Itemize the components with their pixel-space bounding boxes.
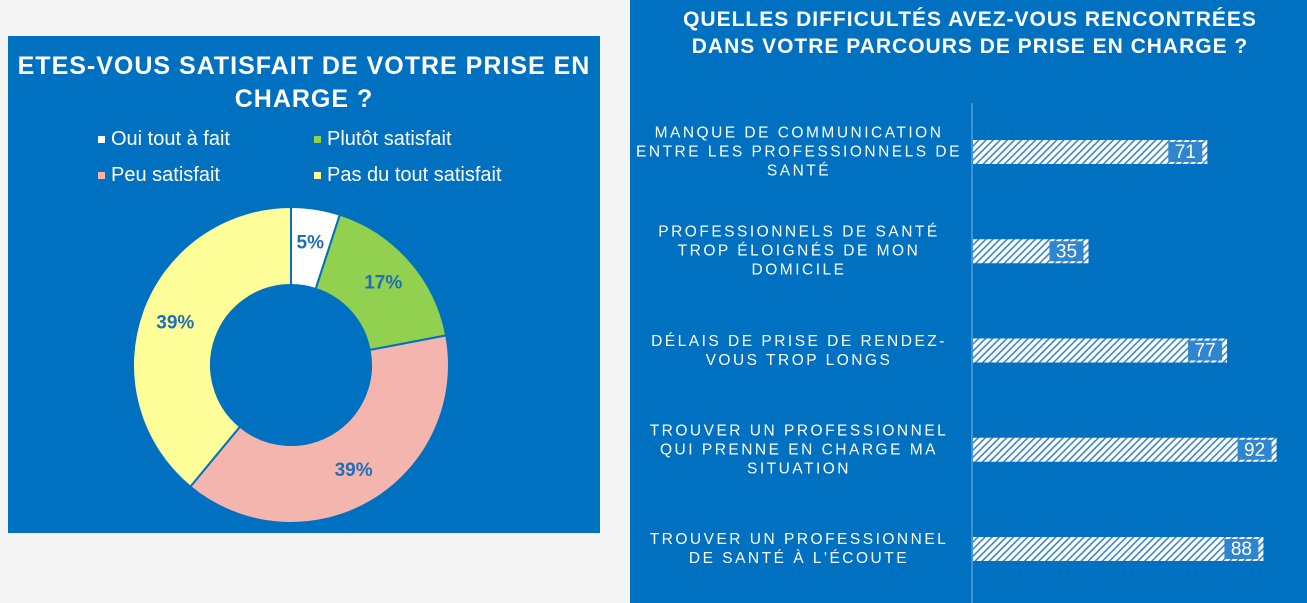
legend-swatch — [98, 172, 105, 180]
donut-slice — [188, 334, 450, 524]
bar — [973, 437, 1277, 462]
value-label: 71 — [1175, 142, 1196, 163]
category-label: TROUVER UN PROFESSIONNEL DE SANTÉ À L'ÉC… — [649, 531, 949, 567]
category-label: TROUVER UN PROFESSIONNEL QUI PRENNE EN C… — [649, 422, 949, 478]
category-label: DÉLAIS DE PRISE DE RENDEZ-VOUS TROP LONG… — [651, 332, 947, 369]
donut-slice — [314, 213, 448, 352]
value-label-box — [1168, 142, 1203, 162]
legend-swatch — [314, 136, 321, 144]
bar — [973, 338, 1228, 363]
data-label: 39% — [156, 312, 194, 333]
bar — [973, 537, 1264, 561]
value-label: 92 — [1244, 440, 1265, 461]
value-label-box — [1188, 340, 1223, 361]
value-label-box — [1237, 439, 1272, 460]
value-label: 88 — [1231, 539, 1252, 560]
value-label: 35 — [1056, 241, 1077, 262]
value-label-box — [1224, 539, 1259, 559]
legend-label: Plutôt satisfait — [327, 128, 452, 150]
category-label: MANQUE DE COMMUNICATION ENTRE LES PROFES… — [636, 124, 962, 180]
data-label: 39% — [335, 460, 373, 481]
data-label: 5% — [297, 233, 325, 254]
legend-item: Pas du tout satisfait — [314, 164, 502, 187]
data-label: 17% — [364, 273, 402, 294]
legend-label: Peu satisfait — [111, 164, 220, 186]
legend-swatch — [314, 172, 321, 180]
bar — [973, 140, 1208, 164]
bar-panel: QUELLES DIFFICULTÉS AVEZ-VOUS RENCONTRÉE… — [630, 0, 1307, 603]
value-label: 77 — [1195, 341, 1216, 362]
legend-item: Plutôt satisfait — [314, 128, 452, 151]
value-label-box — [1049, 241, 1084, 262]
legend-item: Oui tout à fait — [98, 128, 230, 151]
bar-chart: 71 35 77 92 88 — [971, 103, 1277, 603]
legend-swatch — [98, 136, 105, 144]
pie-panel: ETES-VOUS SATISFAIT DE VOTRE PRISE EN CH… — [8, 36, 600, 533]
pie-chart: 5% 17% 39% 39% — [132, 205, 450, 524]
chart-title: ETES-VOUS SATISFAIT DE VOTRE PRISE EN CH… — [17, 52, 591, 113]
category-label: PROFESSIONNELS DE SANTÉ TROP ÉLOIGNÉS DE… — [658, 223, 940, 279]
donut-slice — [132, 205, 292, 489]
legend-label: Pas du tout satisfait — [327, 164, 502, 186]
legend-label: Oui tout à fait — [111, 128, 230, 150]
chart-title: QUELLES DIFFICULTÉS AVEZ-VOUS RENCONTRÉE… — [683, 8, 1257, 58]
legend-item: Peu satisfait — [98, 164, 220, 187]
